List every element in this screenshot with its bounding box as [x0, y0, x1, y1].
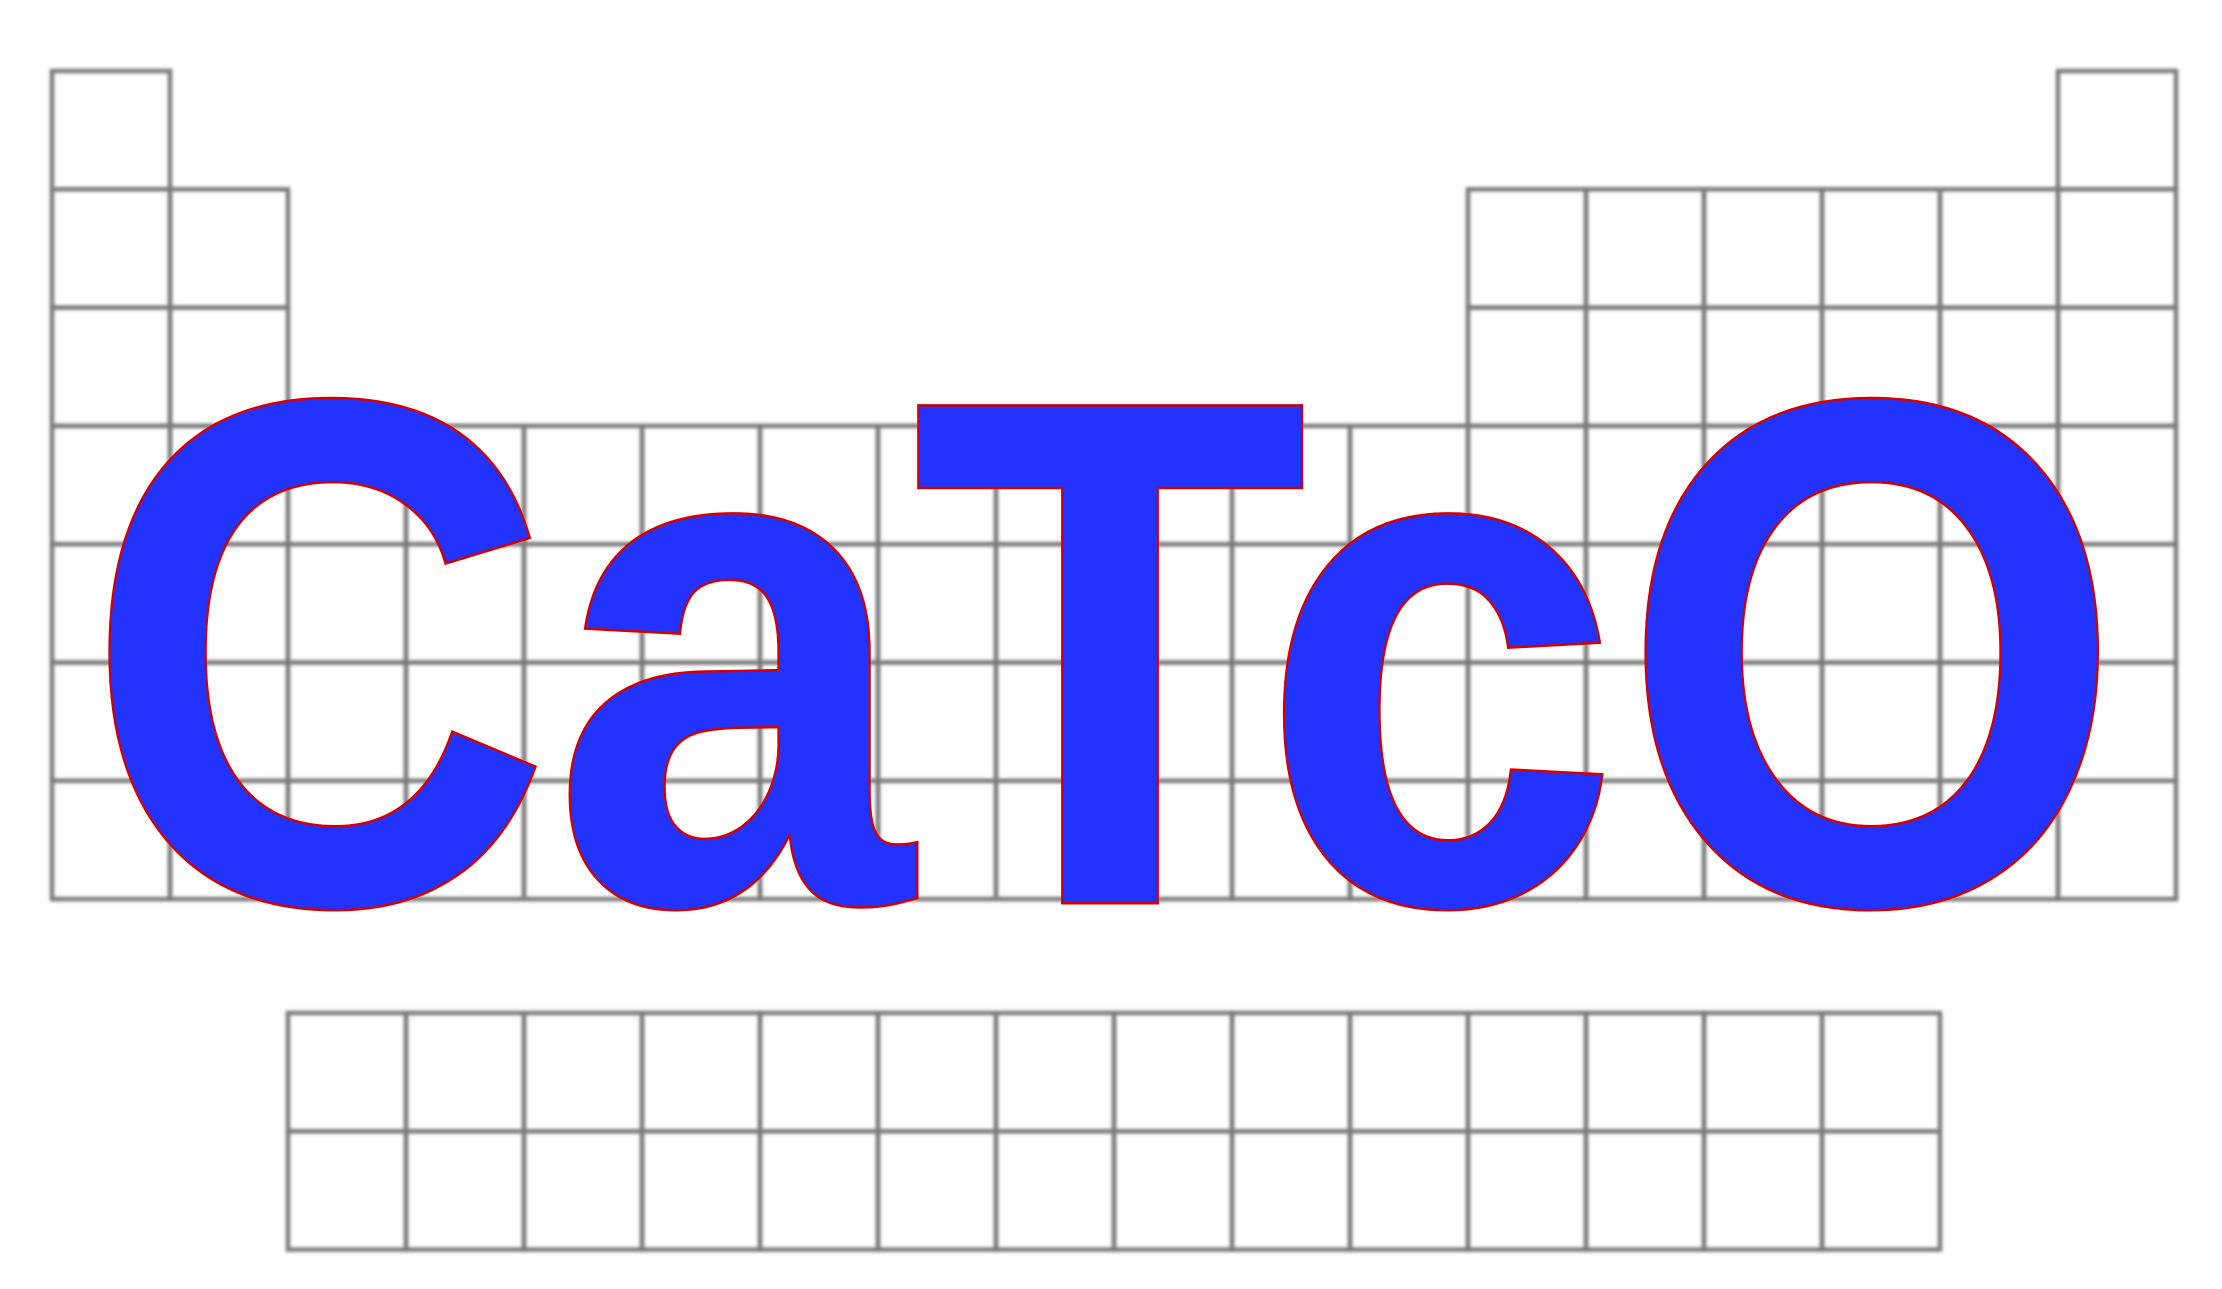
- grid-cell: [403, 1129, 527, 1252]
- grid-cell: [1229, 1129, 1353, 1252]
- grid-cell: [757, 1129, 881, 1252]
- grid-cell: [2055, 778, 2179, 902]
- grid-cell: [875, 1129, 999, 1252]
- logo-text: CaTcO: [84, 250, 2124, 1055]
- grid-cell: [285, 1129, 409, 1252]
- grid-cell: [49, 68, 173, 192]
- grid-cell: [1819, 1129, 1943, 1252]
- grid-cell: [1465, 1129, 1589, 1252]
- grid-cell: [2055, 68, 2179, 192]
- grid-cell: [1111, 1129, 1235, 1252]
- periodic-table-grid: [49, 68, 2179, 1252]
- grid-cell: [521, 1129, 645, 1252]
- grid-cell: [1583, 1129, 1707, 1252]
- grid-cell: [639, 1129, 763, 1252]
- grid-cell: [1701, 1129, 1825, 1252]
- grid-cell: [1347, 1129, 1471, 1252]
- grid-cell: [993, 1129, 1117, 1252]
